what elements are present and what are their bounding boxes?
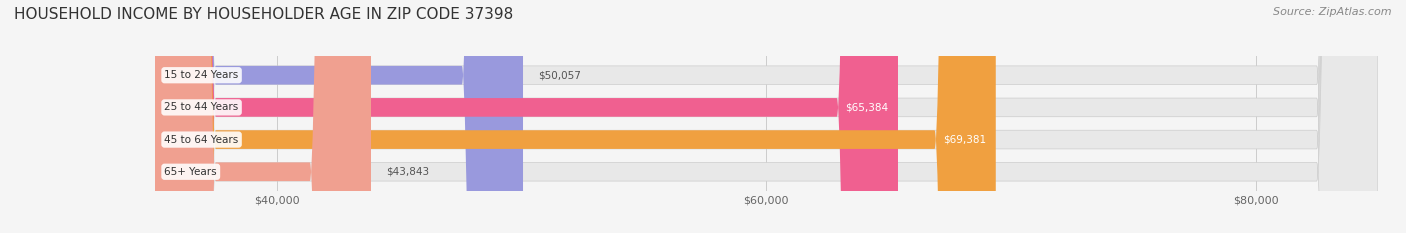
Text: 25 to 44 Years: 25 to 44 Years (165, 102, 239, 112)
FancyBboxPatch shape (155, 0, 523, 233)
Text: $50,057: $50,057 (537, 70, 581, 80)
FancyBboxPatch shape (155, 0, 1378, 233)
FancyBboxPatch shape (155, 0, 1378, 233)
Text: $65,384: $65,384 (845, 102, 889, 112)
FancyBboxPatch shape (155, 0, 1378, 233)
Text: $69,381: $69,381 (943, 135, 986, 145)
Text: HOUSEHOLD INCOME BY HOUSEHOLDER AGE IN ZIP CODE 37398: HOUSEHOLD INCOME BY HOUSEHOLDER AGE IN Z… (14, 7, 513, 22)
Text: 65+ Years: 65+ Years (165, 167, 217, 177)
Text: 45 to 64 Years: 45 to 64 Years (165, 135, 239, 145)
FancyBboxPatch shape (155, 0, 371, 233)
Text: $43,843: $43,843 (385, 167, 429, 177)
FancyBboxPatch shape (155, 0, 898, 233)
FancyBboxPatch shape (155, 0, 1378, 233)
FancyBboxPatch shape (155, 0, 995, 233)
Text: Source: ZipAtlas.com: Source: ZipAtlas.com (1274, 7, 1392, 17)
Text: 15 to 24 Years: 15 to 24 Years (165, 70, 239, 80)
